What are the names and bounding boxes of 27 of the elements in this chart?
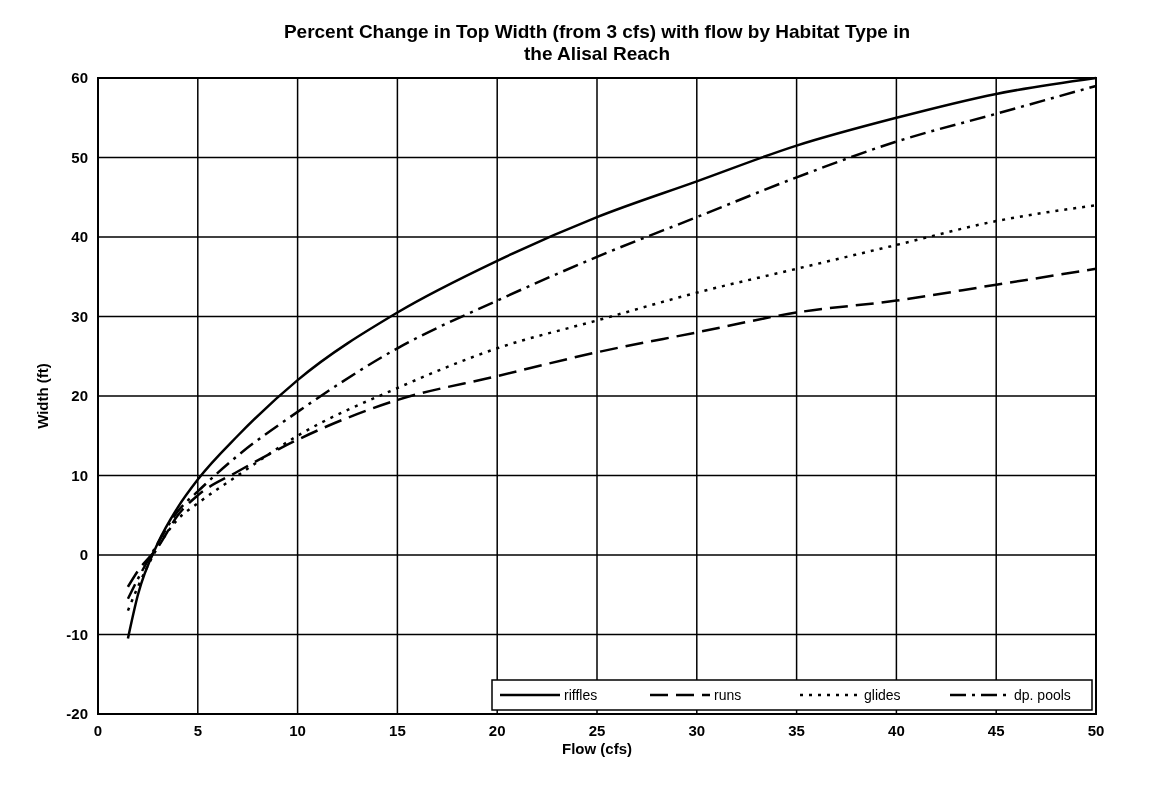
legend-label: glides xyxy=(864,686,901,703)
x-tick-label: 45 xyxy=(987,722,1005,739)
x-tick-label: 0 xyxy=(93,722,103,739)
x-tick-label: 25 xyxy=(588,722,606,739)
legend-label: runs xyxy=(714,686,742,703)
x-tick-label: 10 xyxy=(289,722,306,739)
y-tick-label: 20 xyxy=(71,387,88,405)
x-tick-label: 35 xyxy=(788,722,805,739)
y-axis-title: Width (ft) xyxy=(34,363,51,429)
y-tick-label: 60 xyxy=(71,69,88,87)
x-tick-label: 40 xyxy=(888,722,905,739)
x-tick-label: 30 xyxy=(688,722,706,739)
y-tick-label: 0 xyxy=(79,546,88,564)
y-tick-label: -10 xyxy=(66,625,88,643)
legend-label: riffles xyxy=(564,686,598,703)
y-tick-label: 10 xyxy=(71,466,88,484)
x-tick-label: 50 xyxy=(1087,722,1105,739)
legend-label: dp. pools xyxy=(1014,686,1071,703)
x-tick-label: 15 xyxy=(389,722,406,739)
y-tick-label: 40 xyxy=(71,228,88,246)
y-tick-label: 50 xyxy=(71,148,88,166)
x-axis-title: Flow (cfs) xyxy=(562,740,632,757)
x-tick-label: 20 xyxy=(488,722,506,739)
chart-title: Percent Change in Top Width (from 3 cfs) with flow by Habitat Type in the Alisal Reach xyxy=(283,21,911,64)
x-tick-label: 5 xyxy=(193,722,202,739)
y-tick-label: 30 xyxy=(71,307,88,325)
y-tick-label: -20 xyxy=(66,705,88,723)
